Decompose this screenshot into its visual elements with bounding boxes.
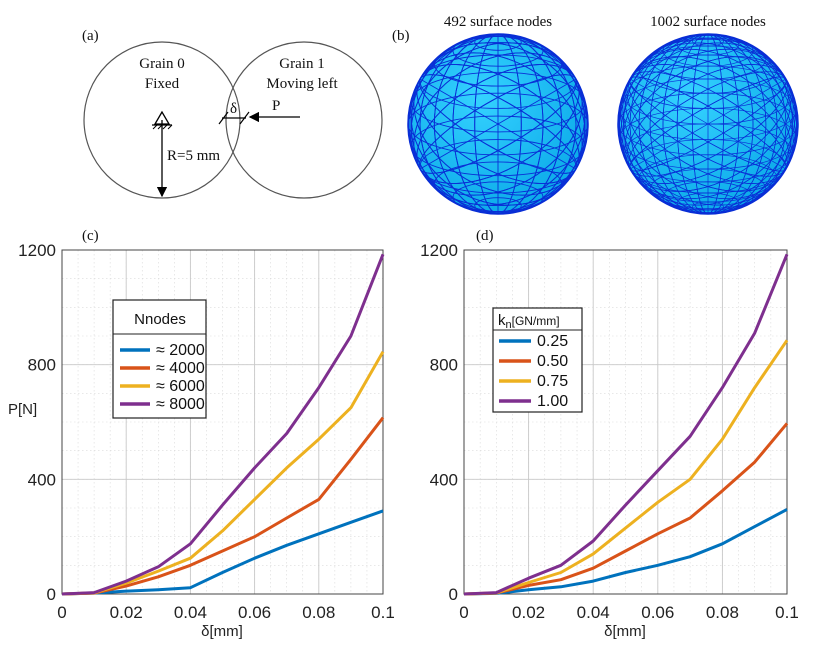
legend-box-c [112, 299, 207, 419]
grain-1-state: Moving left [266, 76, 338, 92]
panel-d: (d) 0 0.02 0.04 0.06 0.08 0.1 0 400 800 1200 δ[mm… [420, 228, 799, 640]
chart-c: 0 0.02 0.04 0.06 0.08 0.1 0 400 800 1200 δ[mm] P[… [8, 241, 395, 640]
y-tick-label: 400 [28, 470, 56, 489]
delta-symbol: δ [230, 101, 237, 117]
plot-frame [61, 249, 384, 595]
y-tick-label: 1200 [420, 241, 458, 260]
mesh-edge [692, 201, 724, 213]
mesh-edge [676, 34, 740, 214]
legend-title-d-unit: [GN/mm] [512, 314, 560, 328]
x-tick-label: 0.1 [371, 603, 395, 622]
mesh-edge [419, 139, 577, 194]
mesh-edge [433, 34, 563, 214]
x-tick-label: 0.02 [512, 603, 545, 622]
legend-entry-label: 0.75 [537, 373, 568, 390]
mesh-edge [638, 34, 778, 214]
series-line-1 [463, 508, 788, 596]
mesh-edge [629, 34, 787, 214]
y-tick-label: 0 [449, 585, 458, 604]
x-axis-label-d: δ[mm] [604, 623, 646, 640]
y-tick-label: 800 [430, 356, 458, 375]
x-tick-label: 0.04 [577, 603, 610, 622]
grain-0-state: Fixed [145, 76, 180, 92]
legend-title-d-sub: n [506, 319, 512, 331]
grain-1-circle [225, 41, 383, 199]
mesh-edge [408, 35, 588, 213]
plot-frame [463, 249, 788, 595]
x-tick-label: 0 [459, 603, 468, 622]
overlap-marker [218, 111, 250, 125]
legend-c: Nnodes ≈ 2000≈ 4000≈ 6000≈ 8000 [112, 299, 207, 419]
x-tick-label: 0.08 [706, 603, 739, 622]
sphere-2-label: 1002 surface nodes [650, 14, 766, 30]
legend-entry-label: ≈ 8000 [156, 396, 205, 413]
legend-title-d-main: k [498, 312, 506, 329]
grain-0-name: Grain 0 [139, 56, 184, 72]
y-tick-label: 0 [47, 585, 56, 604]
series-line-4 [463, 253, 789, 596]
panel-c: (c) 0 0.02 0.04 0.06 0.08 0.1 0 400 800 1200 δ[mm… [8, 228, 395, 640]
legend-entry-label: 0.50 [537, 353, 568, 370]
mesh-edge [649, 34, 767, 214]
x-tick-label: 0 [57, 603, 66, 622]
mesh-edge [419, 54, 577, 109]
legend-entry-label: 1.00 [537, 393, 568, 410]
x-tick-label: 0.08 [302, 603, 335, 622]
grain-1-name: Grain 1 [279, 56, 324, 72]
force-symbol: P [272, 98, 280, 114]
legend-entry-label: 0.25 [537, 333, 568, 350]
grain-0-circle [83, 41, 241, 199]
panel-d-label: (d) [476, 228, 494, 244]
x-tick-label: 0.04 [174, 603, 207, 622]
y-tick-label: 1200 [18, 241, 56, 260]
legend-entry-label: ≈ 4000 [156, 360, 205, 377]
y-tick-label: 400 [430, 470, 458, 489]
x-tick-label: 0.02 [110, 603, 143, 622]
mesh-edge [452, 34, 544, 214]
y-tick-label: 800 [28, 356, 56, 375]
series-line-3 [61, 351, 385, 596]
x-axis-label-c: δ[mm] [201, 623, 243, 640]
series-line-3 [463, 339, 789, 596]
mesh-edge [692, 34, 724, 214]
legend-title-c: Nnodes [134, 311, 186, 328]
mesh-edge [408, 92, 588, 156]
legend-entry-label: ≈ 2000 [156, 342, 205, 359]
legend-title-d: kn[GN/mm] [498, 312, 560, 331]
y-axis-label-c: P[N] [8, 401, 37, 418]
mesh-edge [662, 34, 754, 214]
series-line-2 [463, 422, 789, 596]
mesh-edge [618, 34, 798, 214]
mesh-edge [623, 34, 793, 214]
sphere-1-label: 492 surface nodes [444, 14, 552, 30]
sphere-mesh-1002 [617, 33, 799, 215]
panel-a-label: (a) [82, 28, 99, 44]
panel-c-label: (c) [82, 228, 99, 244]
series-line-2 [61, 416, 385, 596]
legend-entry-label: ≈ 6000 [156, 378, 205, 395]
mesh-edge [474, 34, 522, 214]
radius-label: R=5 mm [167, 148, 220, 164]
x-tick-label: 0.06 [641, 603, 674, 622]
panel-b: (b) 492 surface nodes 1002 surface nodes [392, 14, 799, 215]
sphere-mesh-492 [407, 33, 589, 215]
panel-a: (a) Grain 0 Fixed Grain 1 Moving left R=… [82, 28, 383, 199]
panel-b-label: (b) [392, 28, 410, 44]
x-tick-label: 0.06 [238, 603, 271, 622]
x-tick-label: 0.1 [775, 603, 799, 622]
series-line-4 [61, 253, 385, 596]
mesh-edge [419, 34, 577, 214]
chart-d: 0 0.02 0.04 0.06 0.08 0.1 0 400 800 1200 δ[mm] kn… [420, 241, 799, 640]
legend-d: kn[GN/mm] 0.25 0.50 0.75 1.00 [492, 307, 583, 413]
series-line-1 [61, 509, 384, 596]
